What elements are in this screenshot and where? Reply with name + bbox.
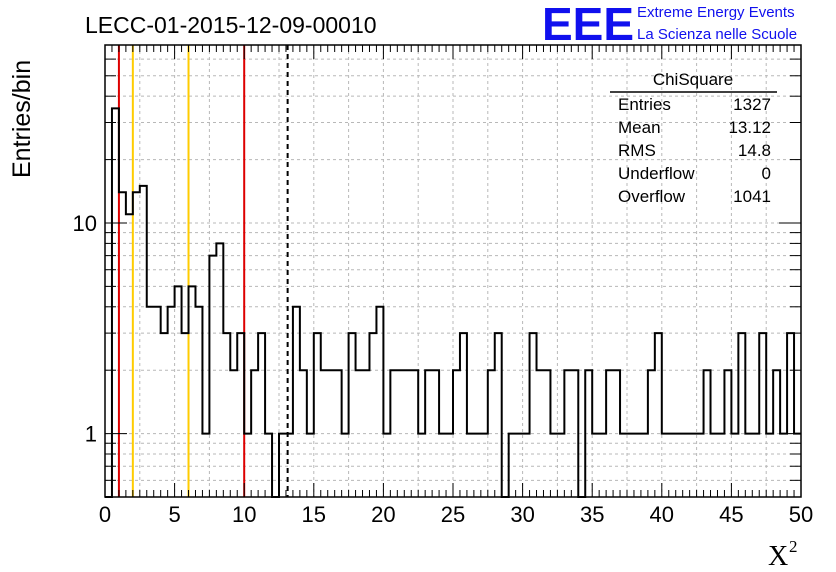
x-tick-label: 35 xyxy=(580,502,604,527)
stats-label: Underflow xyxy=(618,164,695,183)
x-tick-label: 20 xyxy=(371,502,395,527)
axes xyxy=(104,44,802,498)
grid-lines xyxy=(105,45,801,497)
x-tick-label: 5 xyxy=(168,502,180,527)
stats-value: 1327 xyxy=(733,95,771,114)
x-tick-label: 0 xyxy=(99,502,111,527)
stats-value: 13.12 xyxy=(728,118,771,137)
logo-line-1: Extreme Energy Events xyxy=(637,4,795,21)
logo-line-2: La Scienza nelle Scuole xyxy=(637,26,797,43)
x-tick-label: 40 xyxy=(650,502,674,527)
x-axis-label-base: X xyxy=(768,541,788,572)
stats-label: Overflow xyxy=(618,187,686,206)
chart-title: LECC-01-2015-12-09-00010 xyxy=(85,12,377,38)
x-tick-label: 25 xyxy=(441,502,465,527)
y-axis-label: Entries/bin xyxy=(8,60,36,178)
stats-label: RMS xyxy=(618,141,656,160)
y-tick-label: 1 xyxy=(85,422,97,447)
x-tick-label: 50 xyxy=(789,502,813,527)
stats-value: 14.8 xyxy=(738,141,771,160)
stats-label: Mean xyxy=(618,118,661,137)
y-tick-label: 10 xyxy=(73,211,97,236)
x-tick-label: 15 xyxy=(302,502,326,527)
x-tick-label: 30 xyxy=(510,502,534,527)
x-axis-label-superscript: 2 xyxy=(789,537,798,556)
stats-label: Entries xyxy=(618,95,671,114)
stats-value: 0 xyxy=(762,164,771,183)
eee-logo: EEE Extreme Energy Events La Scienza nel… xyxy=(542,0,797,50)
stats-value: 1041 xyxy=(733,187,771,206)
x-tick-label: 45 xyxy=(719,502,743,527)
x-tick-label: 10 xyxy=(232,502,256,527)
tick-labels: 0 5 10 15 20 25 30 35 40 45 50 1 10 xyxy=(73,211,814,527)
stats-box: ChiSquare Entries 1327 Mean 13.12 RMS 14.8 Und… xyxy=(610,70,777,206)
logo-text: EEE xyxy=(542,0,634,50)
histogram-outline xyxy=(105,107,801,498)
x-axis-label: X 2 xyxy=(768,537,798,572)
stats-title: ChiSquare xyxy=(653,70,733,89)
